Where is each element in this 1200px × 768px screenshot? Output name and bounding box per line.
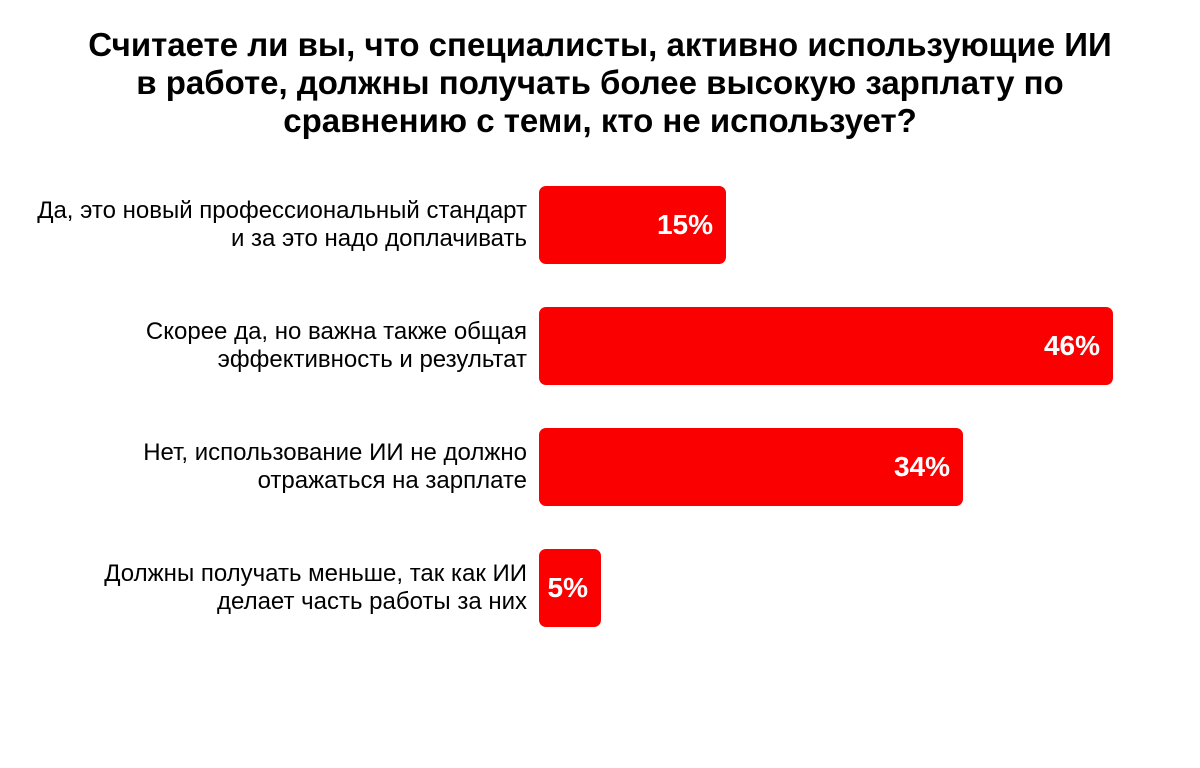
- bar-value-label: 46%: [1043, 330, 1100, 361]
- bar-track: 34%: [539, 428, 1200, 506]
- bar: 46%: [539, 307, 1113, 385]
- chart-row: Нет, использование ИИ не должно отражать…: [0, 428, 1200, 506]
- bar-value-label: 5%: [547, 572, 588, 603]
- poll-infographic: Считаете ли вы, что специалисты, активно…: [0, 26, 1200, 768]
- category-label: Да, это новый профессиональный стандарт …: [37, 197, 527, 252]
- bar: 5%: [539, 549, 601, 627]
- bar-track: 5%: [539, 549, 1200, 627]
- category-label: Должны получать меньше, так как ИИ делае…: [104, 560, 527, 615]
- chart-row: Скорее да, но важна также общая эффектив…: [0, 307, 1200, 385]
- infographic-page: { "header": { "title": "Считаете ли вы, …: [0, 26, 1200, 768]
- chart-title: Считаете ли вы, что специалисты, активно…: [88, 26, 1112, 139]
- chart-row: Должны получать меньше, так как ИИ делае…: [0, 549, 1200, 627]
- bar-track: 15%: [539, 186, 1200, 264]
- category-label: Нет, использование ИИ не должно отражать…: [143, 439, 527, 494]
- bar-value-label: 15%: [656, 209, 713, 240]
- bar-track: 46%: [539, 307, 1200, 385]
- bar-value-label: 34%: [893, 451, 950, 482]
- chart-row: Да, это новый профессиональный стандарт …: [0, 186, 1200, 264]
- category-label: Скорее да, но важна также общая эффектив…: [145, 318, 527, 373]
- bar: 15%: [539, 186, 726, 264]
- bar-chart: Да, это новый профессиональный стандарт …: [0, 186, 1200, 627]
- bar: 34%: [539, 428, 963, 506]
